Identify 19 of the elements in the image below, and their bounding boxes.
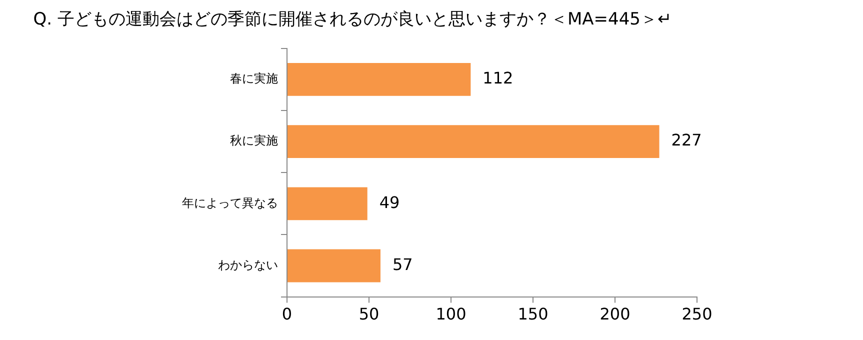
- y-tick-label: 年によって異なる: [182, 196, 278, 210]
- chart-title: Q. 子どもの運動会はどの季節に開催されるのが良いと思いますか？＜MA=445＞↵: [33, 10, 672, 30]
- bar: [288, 62, 471, 96]
- x-tick-label: 200: [600, 304, 630, 324]
- data-label: 57: [392, 254, 413, 274]
- y-tick-label: 春に実施: [230, 72, 278, 86]
- x-tick-label: 100: [436, 304, 466, 324]
- data-label: 49: [379, 192, 400, 212]
- bar: [288, 187, 368, 220]
- y-tick-label: 秋に実施: [230, 134, 278, 148]
- x-tick-label: 0: [282, 304, 292, 324]
- bar: [288, 249, 380, 282]
- x-tick-label: 50: [358, 304, 380, 324]
- x-tick-label: 150: [518, 304, 548, 324]
- bar: [288, 125, 660, 158]
- y-tick-label: わからない: [218, 258, 278, 272]
- data-label: 227: [671, 130, 702, 150]
- data-label: 112: [482, 68, 514, 88]
- x-tick-label: 250: [682, 304, 712, 324]
